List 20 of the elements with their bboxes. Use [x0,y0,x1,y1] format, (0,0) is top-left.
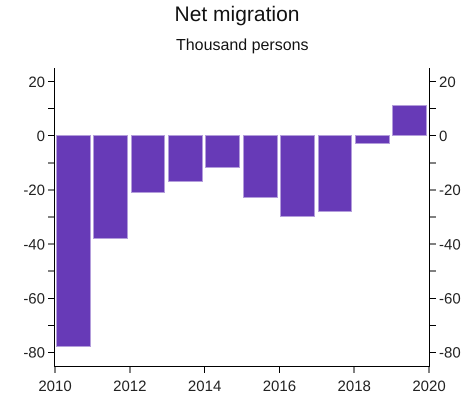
x-tick-label: 2014 [188,378,222,395]
y2-tick-label: -40 [439,236,461,254]
y-tick-label: -40 [23,236,45,254]
x-tick-label: 2018 [338,378,371,395]
y2-tick-label: -60 [439,290,461,308]
y-tick-label: 0 [36,128,45,145]
y-tick-label: -80 [23,344,45,362]
chart-title: Net migration [174,2,300,26]
chart-subtitle: Thousand persons [176,37,309,54]
y2-tick-label: 0 [439,128,448,145]
y-tick-label: 20 [28,74,45,91]
x-tick-label: 2016 [262,378,296,395]
y2-tick-label: -20 [439,182,461,200]
y-tick-label: -60 [23,290,45,308]
x-tick-label: 2010 [38,378,72,395]
x-tick-label: 2020 [412,378,446,395]
y-tick-label: -20 [23,182,45,200]
y2-tick-label: -80 [439,344,461,362]
x-tick-label: 2012 [113,378,146,395]
y2-tick-label: 20 [439,74,456,91]
